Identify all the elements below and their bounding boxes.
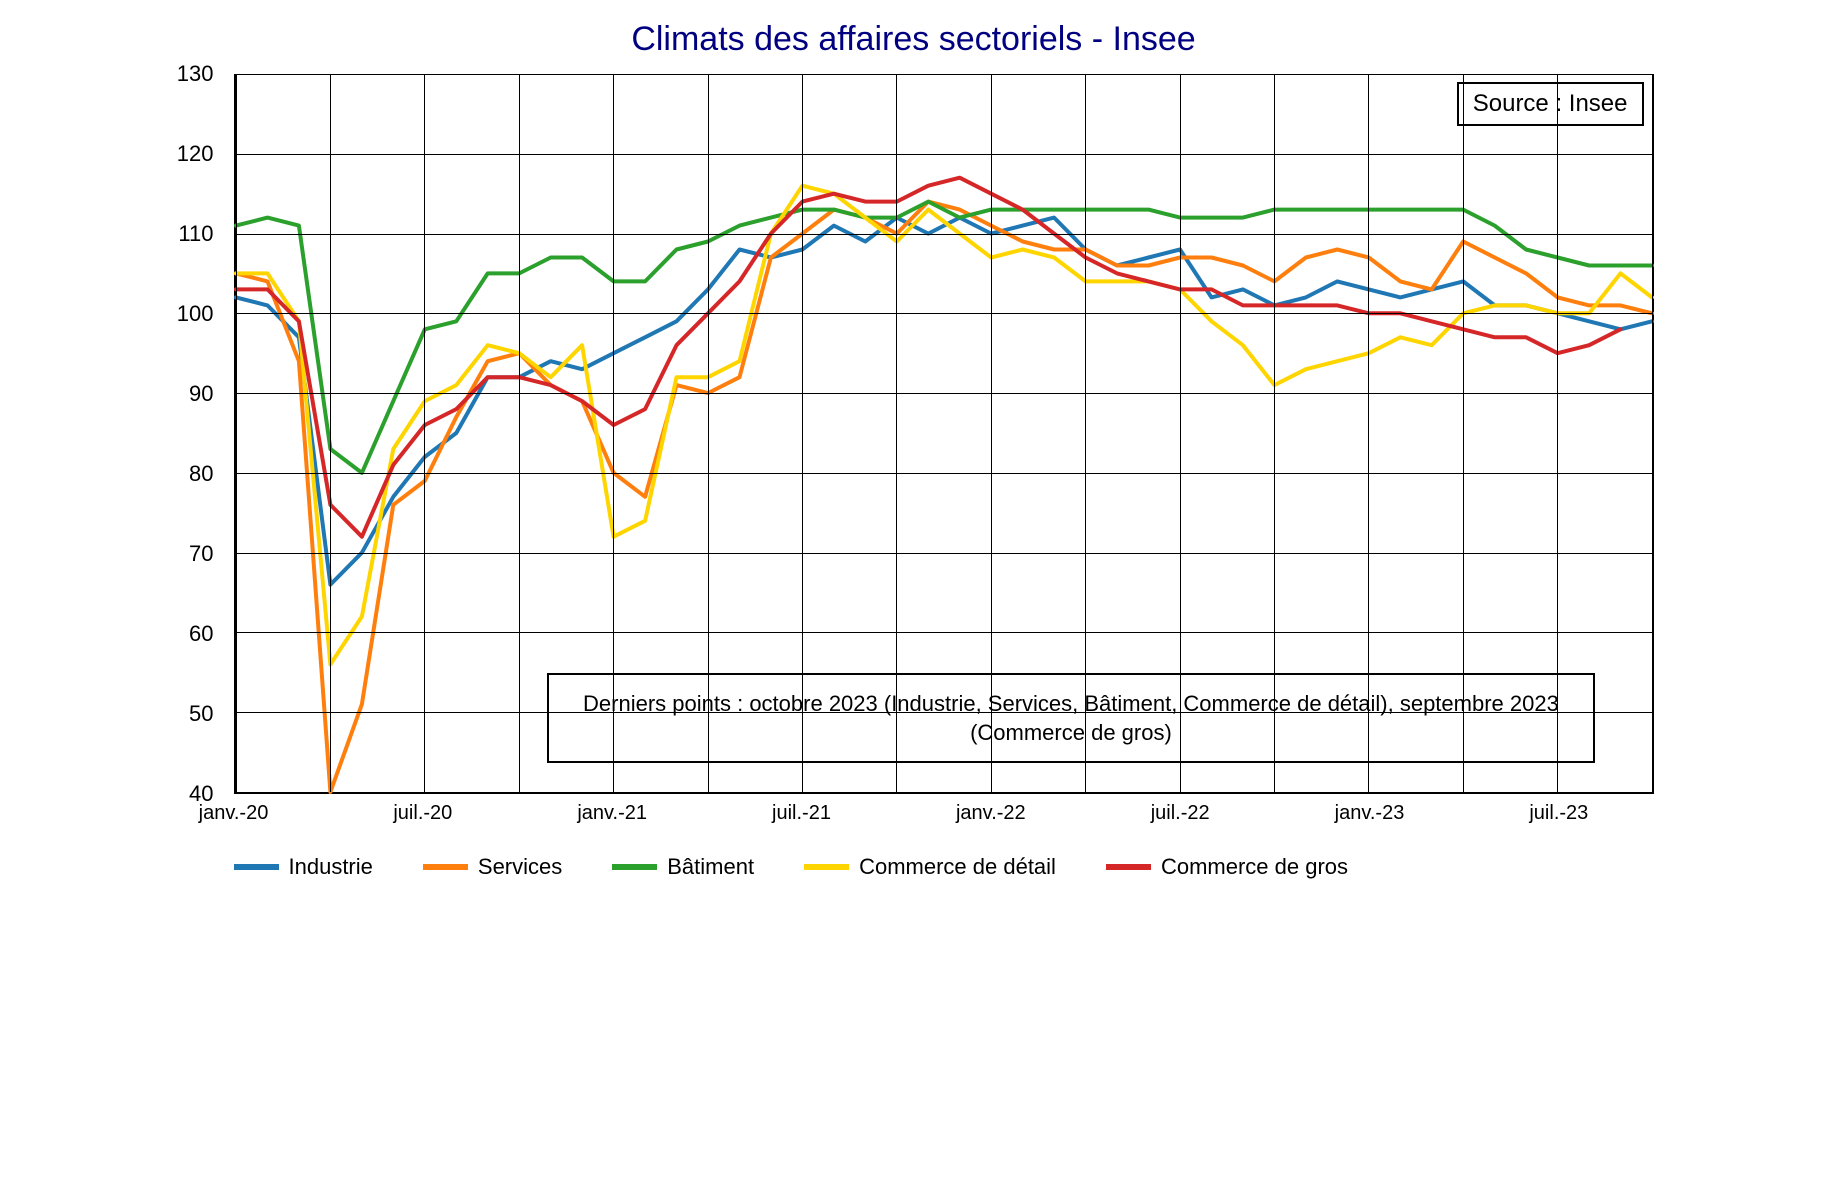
grid-line-vertical [896,74,897,792]
grid-line-vertical [519,74,520,792]
y-tick-label: 70 [189,541,213,567]
chart-container: Climats des affaires sectoriels - Insee … [164,20,1664,920]
x-tick-label: janv.-22 [956,802,1026,825]
y-tick-label: 110 [178,221,213,247]
x-tick-label: janv.-23 [1335,802,1405,825]
legend-item: Services [423,854,562,880]
grid-line-vertical [424,74,425,792]
y-tick-label: 90 [189,381,213,407]
grid-line-horizontal [236,712,1652,713]
legend-swatch [804,864,849,870]
legend-label: Services [478,854,562,880]
grid-line-vertical [1557,74,1558,792]
grid-line-vertical [1463,74,1464,792]
grid-line-horizontal [236,313,1652,314]
x-tick-label: juil.-23 [1529,802,1588,825]
legend-swatch [234,864,279,870]
y-axis: 405060708090100110120130 [164,74,224,794]
grid-line-vertical [1180,74,1181,792]
grid-line-horizontal [236,473,1652,474]
y-tick-label: 50 [189,701,213,727]
grid-line-horizontal [236,632,1652,633]
legend-label: Commerce de gros [1161,854,1348,880]
grid-line-vertical [708,74,709,792]
grid-line-vertical [330,74,331,792]
grid-line-horizontal [236,154,1652,155]
grid-line-vertical [1274,74,1275,792]
series-line-commerce-de-détail [236,186,1652,665]
plot-wrap: 405060708090100110120130 Source : Insee … [164,74,1664,834]
legend-label: Bâtiment [667,854,754,880]
x-tick-label: juil.-20 [393,802,452,825]
y-tick-label: 100 [177,301,214,327]
grid-line-vertical [802,74,803,792]
grid-line-horizontal [236,234,1652,235]
legend: Industrie Services Bâtiment Commerce de dét… [164,834,1664,880]
grid-line-vertical [613,74,614,792]
grid-line-horizontal [236,393,1652,394]
y-tick-label: 60 [189,621,213,647]
x-tick-label: janv.-21 [577,802,647,825]
x-tick-label: juil.-21 [772,802,831,825]
x-tick-label: juil.-22 [1151,802,1210,825]
grid-line-horizontal [236,553,1652,554]
y-tick-label: 120 [177,141,214,167]
legend-swatch [1106,864,1151,870]
x-tick-label: janv.-20 [199,802,269,825]
legend-item: Commerce de gros [1106,854,1348,880]
legend-item: Bâtiment [612,854,754,880]
plot-area: Source : Insee Derniers points : octobre… [234,74,1654,794]
legend-swatch [612,864,657,870]
legend-item: Industrie [234,854,373,880]
grid-line-vertical [1085,74,1086,792]
y-tick-label: 80 [189,461,213,487]
legend-item: Commerce de détail [804,854,1056,880]
grid-line-vertical [991,74,992,792]
grid-line-vertical [236,74,237,792]
legend-swatch [423,864,468,870]
y-tick-label: 130 [177,61,214,87]
grid-line-vertical [1368,74,1369,792]
legend-label: Industrie [289,854,373,880]
annotation-box: Derniers points : octobre 2023 (Industri… [547,673,1595,763]
x-axis: janv.-20juil.-20janv.-21juil.-21janv.-22… [234,794,1654,834]
legend-label: Commerce de détail [859,854,1056,880]
grid-line-horizontal [236,74,1652,75]
series-line-industrie [236,218,1652,585]
chart-title: Climats des affaires sectoriels - Insee [164,20,1664,59]
source-box: Source : Insee [1457,82,1644,126]
grid-line-vertical [1652,74,1653,792]
